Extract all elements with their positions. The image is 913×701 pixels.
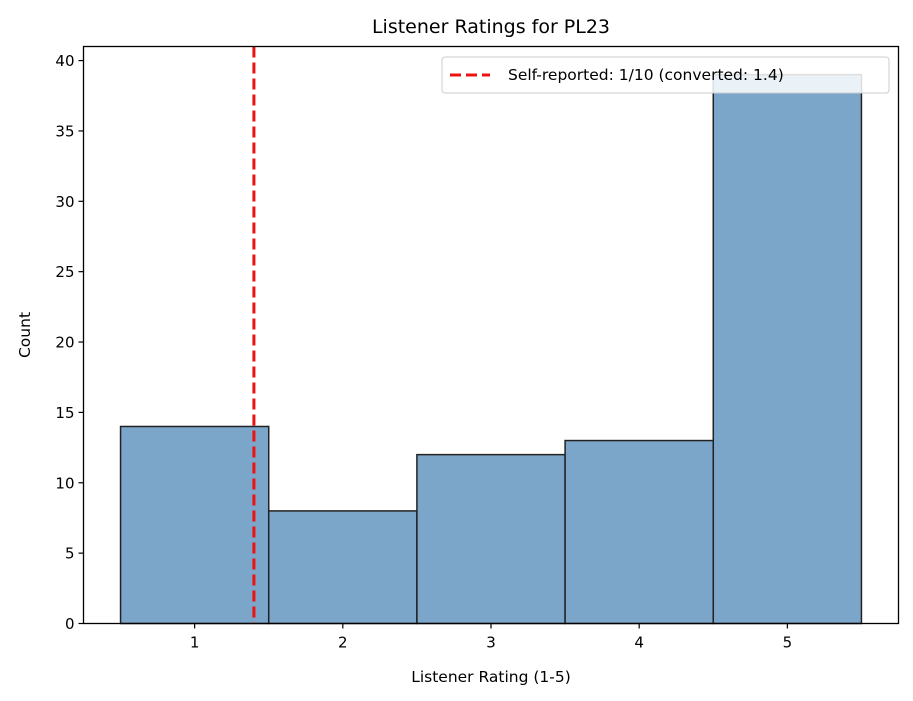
x-tick-label: 2 xyxy=(338,634,348,652)
x-tick-label: 3 xyxy=(486,634,496,652)
x-tick-label: 1 xyxy=(190,634,200,652)
x-tick-label: 5 xyxy=(783,634,793,652)
y-axis: 0 5 10 15 20 25 30 35 40 xyxy=(55,52,84,633)
legend-box xyxy=(441,56,890,94)
y-tick-label: 35 xyxy=(55,122,74,140)
x-axis-label: Listener Rating (1-5) xyxy=(411,668,571,686)
y-tick-label: 5 xyxy=(65,545,75,563)
y-tick-label: 25 xyxy=(55,263,74,281)
y-axis-label: Count xyxy=(16,312,34,358)
chart-title: Listener Ratings for PL23 xyxy=(372,16,610,38)
x-tick-label: 4 xyxy=(634,634,644,652)
bar-1 xyxy=(119,425,270,625)
x-axis: 1 2 3 4 5 xyxy=(190,623,793,652)
y-tick-label: 15 xyxy=(55,404,74,422)
y-tick-label: 30 xyxy=(55,193,74,211)
bar-2 xyxy=(267,510,418,625)
bars-group xyxy=(119,73,863,625)
y-tick-label: 0 xyxy=(65,615,75,633)
legend: Self-reported: 1/10 (converted: 1.4) xyxy=(441,56,890,94)
bar-5 xyxy=(712,73,863,625)
y-tick-label: 10 xyxy=(55,474,74,492)
bar-4 xyxy=(564,439,715,625)
y-tick-label: 20 xyxy=(55,334,74,352)
y-tick-label: 40 xyxy=(55,52,74,70)
bar-3 xyxy=(416,453,566,625)
legend-label: Self-reported: 1/10 (converted: 1.4) xyxy=(508,66,784,84)
